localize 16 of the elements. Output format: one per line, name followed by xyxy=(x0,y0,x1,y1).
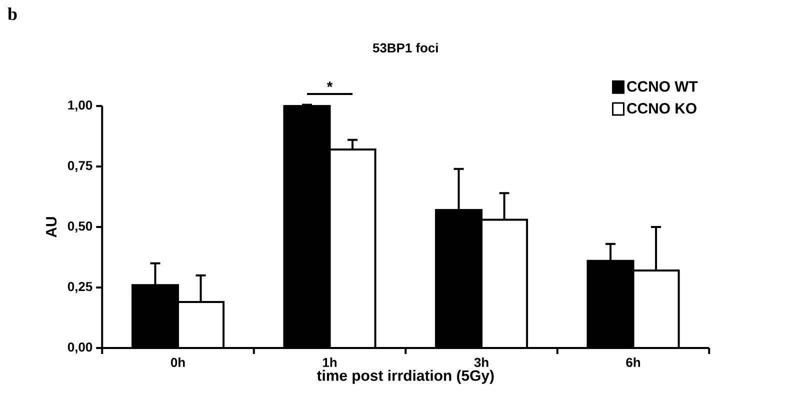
x-tick-label: 1h xyxy=(323,358,337,367)
y-tick-label: 0,50 xyxy=(68,221,92,233)
y-tick-label: 0,00 xyxy=(68,342,92,354)
legend-label: CCNO KO xyxy=(627,103,696,114)
x-axis-title: time post irrdiation (5Gy) xyxy=(316,370,494,384)
chart-title: 53BP1 foci xyxy=(372,42,438,52)
y-axis-title: AU xyxy=(46,217,57,238)
y-tick-label: 0,25 xyxy=(68,282,92,294)
x-tick-label: 0h xyxy=(170,358,185,368)
x-tick-label: 3h xyxy=(474,358,488,368)
y-tick-label: 0,75 xyxy=(68,160,92,172)
y-tick-label: 1,00 xyxy=(68,100,92,112)
text: * xyxy=(326,82,333,88)
x-tick-label: 6h xyxy=(626,358,640,368)
text: b xyxy=(8,8,17,20)
legend-label: CCNO WT xyxy=(627,81,698,92)
